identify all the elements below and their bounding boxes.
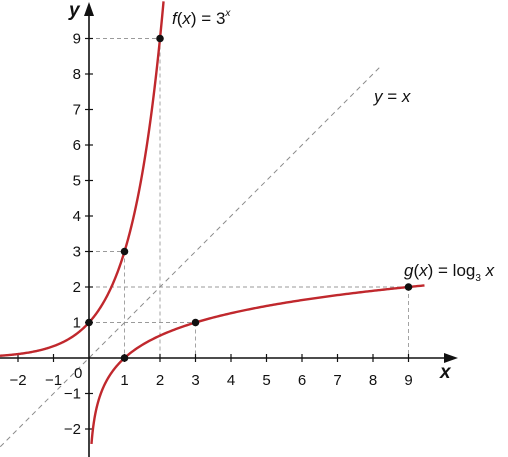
data-point	[85, 318, 93, 327]
y-tick-label: 1	[73, 315, 81, 332]
y-ticks: −2 −1 1 2 3 4 5 6 7 8 9	[64, 31, 93, 438]
x-tick-label: 8	[369, 372, 377, 389]
data-point	[120, 354, 129, 362]
y-tick-label: 2	[73, 279, 81, 296]
dashed-guide-lines	[89, 38, 409, 358]
x-tick-label: 9	[404, 372, 412, 389]
x-tick-label: 4	[227, 372, 235, 389]
y-tick-label: 3	[73, 244, 81, 261]
x-tick-label: 6	[298, 372, 306, 389]
y-tick-label: −2	[64, 421, 81, 438]
x-tick-label: 7	[333, 372, 341, 389]
g-curve-label: g(x) = log3 x	[404, 261, 495, 284]
identity-line-label: y = x	[373, 87, 411, 106]
y-tick-label: 6	[73, 137, 81, 154]
x-axis-arrowhead	[444, 353, 458, 363]
origin-label: 0	[74, 365, 82, 382]
x-tick-label: −2	[9, 372, 26, 389]
y-tick-label: 5	[73, 173, 81, 190]
y-tick-label: 9	[73, 31, 81, 48]
data-point	[404, 283, 413, 291]
data-point	[191, 318, 200, 327]
exponential-curve	[0, 1, 165, 357]
y-tick-label: −1	[64, 386, 81, 403]
x-tick-label: 3	[191, 372, 199, 389]
x-tick-label: −1	[45, 372, 62, 389]
data-point	[120, 247, 129, 256]
logarithm-curve	[90, 284, 425, 445]
identity-line	[0, 66, 381, 448]
y-tick-label: 7	[73, 102, 81, 119]
y-tick-label: 8	[73, 66, 81, 83]
f-curve-label: f(x) = 3x	[172, 8, 231, 28]
y-tick-label: 4	[73, 208, 81, 225]
x-tick-label: 1	[120, 372, 128, 389]
x-tick-label: 2	[156, 372, 164, 389]
marked-points	[85, 34, 413, 362]
axes: −2 −1 1 2 3 4 5 6 7 8 9 −2 −1 1 2 3 4 5 6 7 8 9	[0, 2, 458, 457]
y-axis-arrowhead	[84, 2, 94, 16]
x-tick-label: 5	[262, 372, 270, 389]
x-ticks: −2 −1 1 2 3 4 5 6 7 8 9	[9, 354, 413, 389]
x-axis-label: x	[439, 362, 452, 383]
y-axis-label: y	[68, 0, 81, 21]
data-point	[156, 34, 164, 43]
